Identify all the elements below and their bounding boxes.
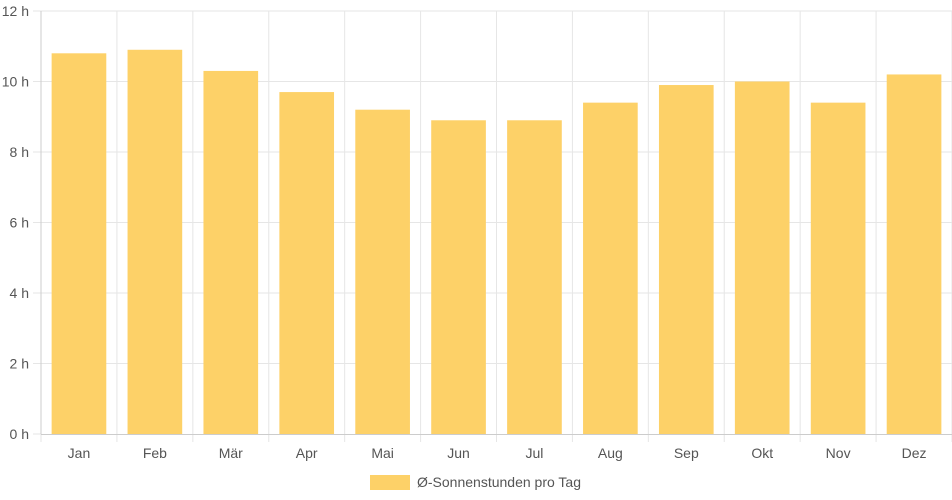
legend[interactable]: Ø-Sonnenstunden pro Tag [370, 474, 581, 490]
bar-Jul[interactable] [507, 120, 562, 435]
y-axis-tick-labels: 0 h 2 h 4 h 6 h 8 h 10 h 12 h [2, 3, 29, 442]
grid-lines [33, 10, 952, 442]
bar-Apr[interactable] [279, 92, 335, 434]
x-tick-label: Dez [902, 445, 927, 461]
bar-Jan[interactable] [51, 53, 107, 435]
y-tick-label: 4 h [10, 285, 29, 301]
bar-Dez[interactable] [886, 74, 942, 434]
bars [51, 49, 942, 435]
y-tick-label: 10 h [2, 74, 29, 90]
axes [40, 11, 952, 435]
x-tick-label: Okt [751, 445, 773, 461]
x-tick-label: Jun [447, 445, 470, 461]
y-tick-label: 0 h [10, 426, 29, 442]
y-tick-label: 2 h [10, 356, 29, 372]
y-tick-label: 8 h [10, 144, 29, 160]
bar-Mai[interactable] [355, 109, 410, 434]
legend-swatch[interactable] [370, 475, 410, 490]
x-tick-label: Mai [371, 445, 394, 461]
legend-label[interactable]: Ø-Sonnenstunden pro Tag [417, 474, 581, 490]
x-tick-label: Jul [526, 445, 544, 461]
x-tick-label: Apr [296, 445, 318, 461]
bar-Mär[interactable] [203, 70, 259, 435]
x-tick-label: Sep [674, 445, 699, 461]
bar-Okt[interactable] [734, 81, 790, 435]
bar-Feb[interactable] [127, 49, 183, 435]
bar-Jun[interactable] [431, 120, 486, 435]
bar-Aug[interactable] [583, 102, 638, 435]
x-tick-label: Nov [826, 445, 851, 461]
x-tick-label: Mär [219, 445, 243, 461]
y-tick-label: 6 h [10, 215, 29, 231]
y-tick-label: 12 h [2, 3, 29, 19]
bar-Sep[interactable] [658, 85, 714, 435]
x-tick-label: Feb [143, 445, 167, 461]
x-axis-tick-labels: Jan Feb Mär Apr Mai Jun Jul Aug Sep Okt Nov Dez [68, 445, 927, 461]
x-tick-label: Aug [598, 445, 623, 461]
bar-Nov[interactable] [810, 102, 866, 435]
x-tick-label: Jan [68, 445, 91, 461]
